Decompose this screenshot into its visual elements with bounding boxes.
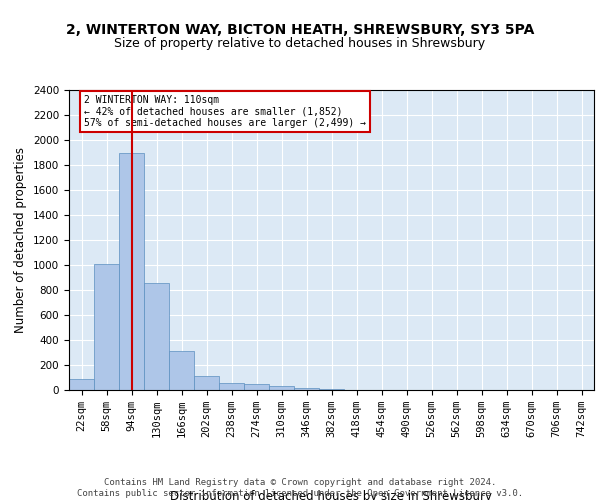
Bar: [269, 386, 294, 390]
Bar: [194, 376, 219, 390]
Y-axis label: Number of detached properties: Number of detached properties: [14, 147, 28, 333]
Bar: [144, 282, 169, 390]
Text: Contains HM Land Registry data © Crown copyright and database right 2024.
Contai: Contains HM Land Registry data © Crown c…: [77, 478, 523, 498]
Bar: [119, 152, 144, 390]
Bar: [169, 350, 194, 390]
Text: 2, WINTERTON WAY, BICTON HEATH, SHREWSBURY, SY3 5PA: 2, WINTERTON WAY, BICTON HEATH, SHREWSBU…: [66, 22, 534, 36]
Bar: [94, 264, 119, 390]
Text: Size of property relative to detached houses in Shrewsbury: Size of property relative to detached ho…: [115, 38, 485, 51]
Bar: [69, 379, 94, 390]
Bar: [219, 383, 244, 390]
Text: 2 WINTERTON WAY: 110sqm
← 42% of detached houses are smaller (1,852)
57% of semi: 2 WINTERTON WAY: 110sqm ← 42% of detache…: [84, 95, 366, 128]
Bar: [294, 388, 319, 390]
Bar: [244, 384, 269, 390]
X-axis label: Distribution of detached houses by size in Shrewsbury: Distribution of detached houses by size …: [170, 490, 493, 500]
